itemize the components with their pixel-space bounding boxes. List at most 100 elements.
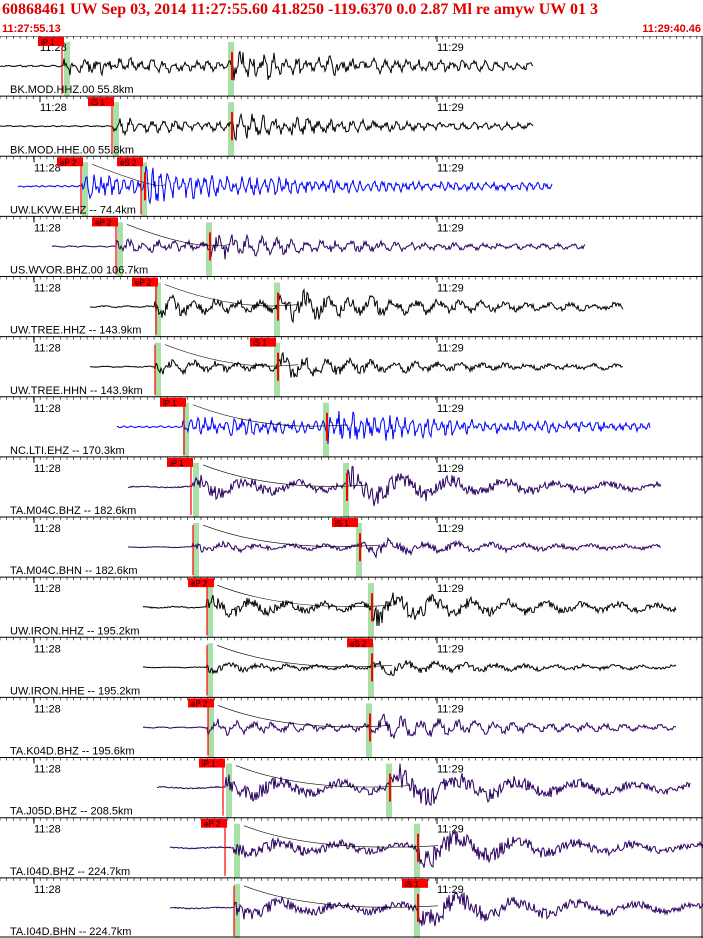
waveform-trace [0,51,534,81]
travel-time-curve [243,885,439,908]
tick-label: 11:28 [34,403,61,415]
waveform-trace [169,829,703,868]
station-label: TA.K04D.BHZ -- 195.6km [10,746,135,758]
start-time: 11:27:55.13 [2,23,61,35]
waveform-trace [142,592,677,627]
travel-time-curve [217,705,391,728]
station-label: UW.TREE.HHZ -- 143.9km [10,325,141,337]
tick-label: 11:28 [34,283,61,295]
tick-label: 11:29 [437,764,464,776]
seismogram-header: 60868461 UW Sep 03, 2014 11:27:55.60 41.… [0,0,703,36]
tick-label: 11:28 [34,764,61,776]
tick-label: 11:29 [437,343,464,355]
pick-flag [92,217,118,227]
travel-time-curve [126,224,231,247]
p-window-band [82,162,88,217]
station-label: UW.IRON.HHE -- 195.2km [10,685,140,697]
tick-label: 11:29 [437,283,464,295]
event-title: 60868461 UW Sep 03, 2014 11:27:55.60 41.… [2,1,598,18]
station-label: TA.J05D.BHZ -- 208.5km [10,806,133,818]
pick-flag-label: iS 1 [253,339,267,348]
tick-label: 11:28 [34,463,61,475]
station-label: UW.LKVW.EHZ -- 74.4km [10,204,136,216]
tick-label: 11:29 [437,42,464,54]
tick-label: 11:29 [437,222,464,234]
tick-label: 11:28 [34,884,61,896]
station-label: TA.M04C.BHZ -- 182.6km [10,505,136,517]
pick-flag [201,818,227,828]
travel-time-curve [243,825,439,848]
travel-time-curve [164,284,299,307]
tick-label: 11:29 [437,162,464,174]
tick-label: 11:28 [34,222,61,234]
pick-flag [167,457,193,467]
pick-flag-label: iS 1 [335,519,349,528]
tick-label: 11:29 [437,583,464,595]
pick-flag [160,397,186,407]
pick-flag [88,97,114,107]
pick-flag [38,37,64,46]
travel-time-curve [202,464,368,487]
tick-label: 11:29 [437,463,464,475]
pick-flag [332,518,358,528]
pick-flag-label: eP 2 [135,279,152,288]
pick-flag-label: eP 2 [60,158,77,167]
waveform-trace [127,465,662,507]
pick-flag-label: eP 2 [95,218,112,227]
pick-flag [188,578,214,588]
pick-flag-label: iP 1 [202,760,216,769]
tick-label: 11:29 [437,523,464,535]
p-window-band [193,523,199,578]
tick-label: 11:28 [34,824,61,836]
travel-time-curve [235,765,411,788]
pick-flag-label: eP 2 [191,699,208,708]
tick-label: 11:28 [34,643,61,655]
p-window-band [234,823,240,878]
pick-flag-label: iS 1 [91,98,105,107]
station-label: BK.MOD.HHE.00 55.8km [10,144,134,156]
waveform-trace [116,410,651,444]
tick-label: 11:28 [34,162,61,174]
tick-label: 11:29 [437,703,464,715]
p-window-band [193,462,199,518]
pick-flag-label: eS 2 [120,158,137,167]
waveform-trace [127,536,662,559]
pick-flag-label: eP 2 [191,579,208,588]
tick-label: 11:29 [437,884,464,896]
pick-flag [117,157,143,167]
p-window-band [183,402,189,457]
tick-label: 11:28 [34,703,61,715]
station-label: NC.LTI.EHZ -- 170.3km [10,445,125,457]
tick-label: 11:28 [34,583,61,595]
station-label: TA.I04D.BHZ -- 224.7km [10,866,130,878]
station-label: TA.M04C.BHN -- 182.6km [10,565,138,577]
pick-flag [402,878,428,888]
pick-flag [188,698,214,708]
seismogram-panel: 11:28 11:29 iP 1 BK.MOD.HHZ.00 55.8km 11:28 1… [0,36,703,938]
pick-flag [199,758,225,768]
travel-time-curve [216,645,393,668]
tick-label: 11:29 [437,403,464,415]
travel-time-curve [202,524,381,547]
p-window-band [226,763,232,818]
station-label: UW.IRON.HHZ -- 195.2km [10,625,140,637]
p-window-band [207,643,213,698]
waveform-trace [142,659,677,677]
waveform-trace [142,713,677,739]
p-window-band [207,583,213,638]
pick-flag [132,277,158,287]
waveform-trace [0,112,534,142]
pick-flag [250,337,276,347]
pick-flag-label: eS 2 [350,639,367,648]
pick-flag-label: iP 1 [170,459,184,468]
tick-label: 11:28 [34,523,61,535]
travel-time-curve [164,344,299,367]
p-window-band [64,42,70,97]
waveform-trace [89,288,624,324]
station-label: US.WVOR.BHZ.00 106.7km [10,265,148,277]
travel-time-curve [216,584,393,607]
pick-flag-label: eP 2 [204,820,221,829]
tick-label: 11:28 [34,343,61,355]
waveform-trace [51,233,586,260]
tick-label: 11:28 [40,102,67,114]
